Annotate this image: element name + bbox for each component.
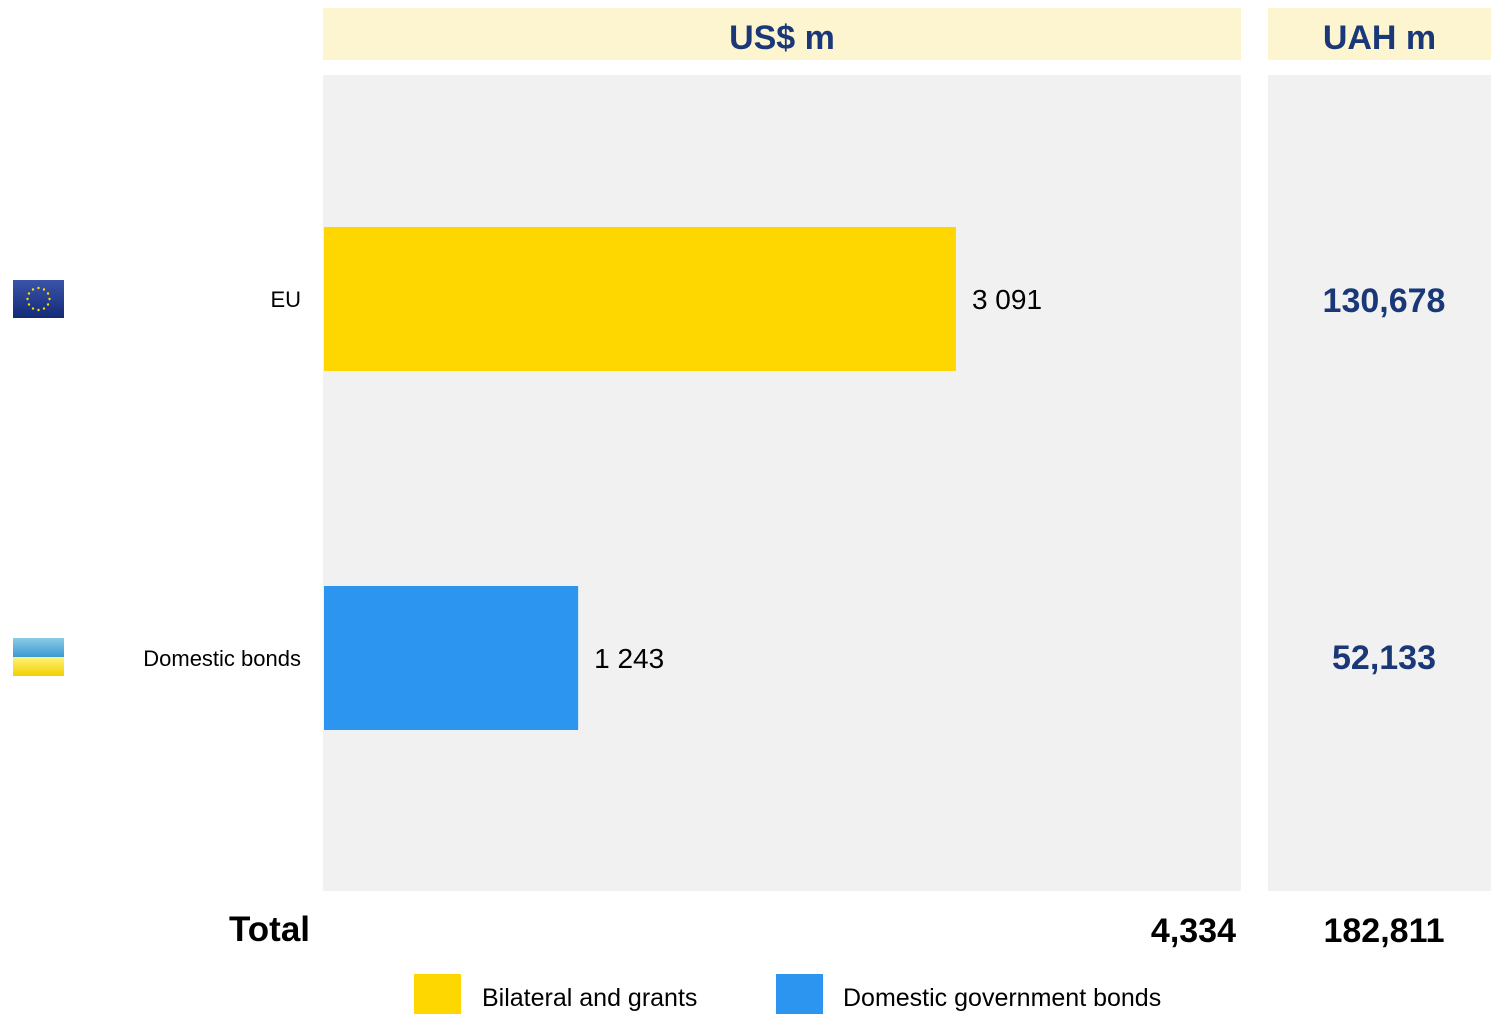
eu-star-icon — [42, 288, 46, 291]
uah-value-domestic: 52,133 — [1332, 639, 1436, 677]
ukraine-flag-icon — [13, 638, 64, 676]
legend-swatch-bilateral — [414, 974, 461, 1014]
eu-star-icon — [26, 297, 29, 301]
eu-star-icon — [37, 308, 40, 312]
eu-star-icon — [42, 307, 46, 310]
eu-flag-icon — [13, 280, 64, 318]
usd-panel — [323, 75, 1241, 891]
eu-star-icon — [31, 288, 35, 291]
eu-star-icon — [37, 286, 40, 290]
bar-value-label-domestic: 1 243 — [594, 643, 664, 674]
uah-header: UAH m — [1268, 8, 1491, 60]
eu-star-icon — [31, 307, 35, 310]
legend-swatch-domestic — [776, 974, 823, 1014]
total-usd-value: 4,334 — [1150, 912, 1236, 950]
eu-star-icon — [48, 297, 51, 301]
bar-value-label-eu: 3 091 — [972, 284, 1042, 315]
total-uah-value: 182,811 — [1323, 912, 1445, 950]
uah-panel — [1268, 75, 1491, 891]
category-label-eu: EU — [270, 287, 301, 312]
legend-label-bilateral: Bilateral and grants — [482, 984, 698, 1012]
uah-value-eu: 130,678 — [1322, 282, 1446, 320]
bar-domestic — [324, 586, 579, 730]
eu-star-icon — [46, 303, 50, 306]
eu-star-icon — [27, 303, 31, 306]
eu-star-icon — [46, 292, 50, 295]
legend-label-domestic: Domestic government bonds — [843, 984, 1162, 1012]
legend: Bilateral and grants Domestic government… — [0, 974, 1491, 1014]
category-label-domestic: Domestic bonds — [143, 646, 301, 671]
total-label: Total — [229, 910, 311, 949]
bar-eu — [324, 227, 956, 371]
eu-star-icon — [27, 292, 31, 295]
usd-header: US$ m — [323, 8, 1241, 60]
